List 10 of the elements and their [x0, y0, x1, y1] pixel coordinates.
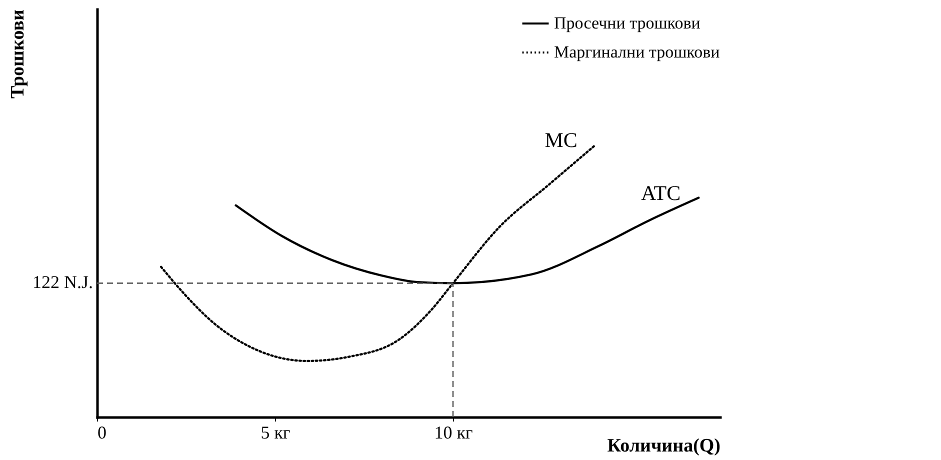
x-tick-label: 5 кг — [260, 422, 290, 442]
x-tick-label: 10 кг — [434, 422, 473, 442]
annotation: ATC — [640, 180, 681, 205]
ref-line-label: 122 N.J. — [32, 272, 93, 292]
annotation: MC — [544, 128, 578, 152]
legend-label: Просечни трошкови — [554, 14, 700, 32]
x-tick-label: 0 — [98, 422, 106, 442]
y-axis-title: Трошкови — [8, 9, 28, 98]
legend-label: Маргинални трошкови — [554, 42, 720, 62]
x-axis-title: Количина(Q) — [607, 436, 720, 456]
